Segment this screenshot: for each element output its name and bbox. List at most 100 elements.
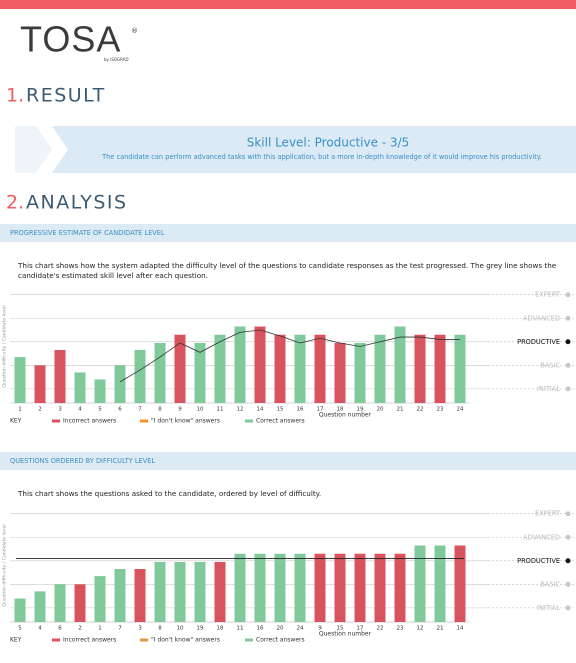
bar [154, 561, 166, 622]
x-tick-label: 2 [78, 626, 82, 632]
legend-label: Incorrect answers [63, 418, 116, 425]
x-tick-label: 24 [297, 626, 304, 632]
bar [354, 342, 366, 403]
x-tick-label: 14 [457, 626, 464, 632]
logo-mark: ® [131, 27, 138, 35]
bar [134, 569, 146, 622]
bar [74, 372, 86, 403]
skill-box [15, 126, 576, 173]
level-label: PRODUCTIVE [517, 557, 560, 565]
level-dot [565, 511, 571, 517]
x-tick-label: 24 [457, 407, 464, 413]
bar [234, 553, 246, 622]
bar [134, 350, 146, 403]
legend-swatch [52, 638, 60, 642]
logo-sub: by ISOGRAD [104, 57, 129, 62]
chart-header [0, 452, 576, 470]
bar [314, 553, 326, 622]
bar [54, 350, 66, 403]
level-dot [565, 386, 571, 392]
bar [394, 553, 406, 622]
x-tick-label: 23 [397, 626, 404, 632]
bar [334, 553, 346, 622]
x-tick-label: 12 [237, 407, 244, 413]
legend-label: "I don't know" answers [151, 418, 220, 425]
legend-swatch [52, 419, 60, 423]
bar [334, 342, 346, 403]
x-tick-label: 19 [357, 407, 364, 413]
bar [114, 569, 126, 622]
legend-swatch [245, 419, 253, 423]
heading: ANALYSIS [26, 192, 128, 214]
x-tick-label: 7 [118, 626, 122, 632]
x-tick-label: 3 [58, 407, 62, 413]
x-tick-label: 9 [178, 407, 182, 413]
x-tick-label: 1 [98, 626, 102, 632]
x-tick-label: 6 [118, 407, 122, 413]
level-label: BASIC [540, 580, 560, 588]
skill-level: Skill Level: Productive - 3/5 [247, 136, 410, 150]
chevron [36, 126, 68, 173]
bar [34, 591, 46, 622]
level-label: INITIAL [537, 604, 560, 612]
legend-label: Incorrect answers [63, 637, 116, 644]
level-dot [565, 605, 571, 611]
x-tick-label: 16 [257, 626, 264, 632]
x-tick-label: 20 [277, 626, 284, 632]
x-tick-label: 5 [98, 407, 102, 413]
heading-number: 1. [6, 85, 24, 107]
level-dot [565, 292, 571, 298]
level-dot [565, 534, 571, 540]
level-label: ADVANCED [523, 533, 560, 541]
top-band [0, 0, 576, 9]
x-tick-label: 11 [237, 626, 244, 632]
x-tick-label: 23 [437, 407, 444, 413]
bar [214, 334, 226, 403]
x-tick-label: 21 [397, 407, 404, 413]
x-tick-label: 18 [217, 626, 224, 632]
bar [14, 357, 26, 403]
legend-title: KEY [10, 418, 22, 425]
bar [154, 342, 166, 403]
heading: RESULT [26, 85, 106, 107]
x-tick-label: 10 [197, 407, 204, 413]
x-tick-label: 11 [217, 407, 224, 413]
x-tick-label: 6 [58, 626, 62, 632]
x-tick-label: 5 [18, 626, 22, 632]
bar [74, 584, 86, 622]
legend-swatch [140, 419, 148, 423]
bar [274, 334, 286, 403]
level-label: BASIC [540, 361, 560, 369]
bar [34, 365, 46, 403]
chart-description: This chart shows how the system adapted … [18, 261, 557, 280]
bar [234, 326, 246, 403]
level-label: EXPERT [535, 291, 561, 299]
bar [434, 545, 446, 622]
legend-label: "I don't know" answers [151, 637, 220, 644]
chart-header [0, 224, 576, 242]
x-tick-label: 4 [38, 626, 42, 632]
bar [414, 334, 426, 403]
x-tick-label: 22 [377, 626, 384, 632]
legend-title: KEY [10, 637, 22, 644]
level-dot [565, 315, 571, 321]
bar [174, 334, 186, 403]
x-tick-label: 1 [18, 407, 22, 413]
bar [454, 545, 466, 622]
x-tick-label: 10 [177, 626, 184, 632]
bar [454, 334, 466, 403]
legend-swatch [245, 638, 253, 642]
legend-label: Correct answers [256, 637, 305, 644]
x-tick-label: 20 [377, 407, 384, 413]
x-tick-label: 18 [337, 407, 344, 413]
x-tick-label: 15 [337, 626, 344, 632]
x-tick-label: 9 [318, 626, 322, 632]
x-tick-label: 8 [158, 407, 162, 413]
x-tick-label: 12 [417, 626, 424, 632]
skill-description: The candidate can perform advanced tasks… [101, 153, 542, 161]
bar [294, 334, 306, 403]
x-tick-label: 21 [437, 626, 444, 632]
bar [94, 576, 106, 622]
x-tick-label: 14 [257, 407, 264, 413]
